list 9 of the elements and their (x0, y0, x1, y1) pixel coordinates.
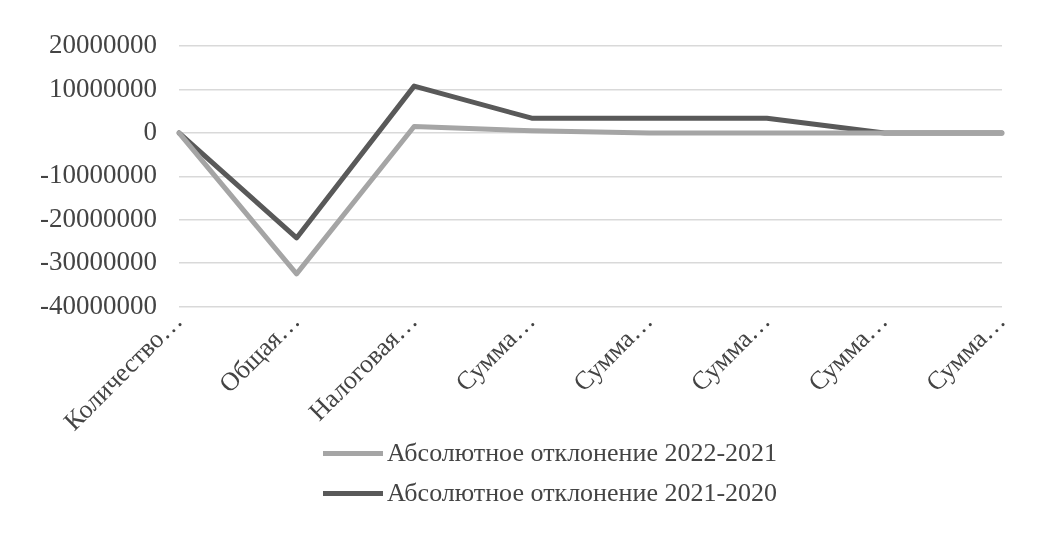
legend-label: Абсолютное отклонение 2022-2021 (386, 438, 778, 468)
y-tick-label: -20000000 (39, 202, 157, 233)
y-tick-label: 0 (143, 116, 157, 147)
y-tick-label: -10000000 (39, 159, 157, 190)
y-tick-label: -40000000 (39, 289, 157, 320)
y-tick-label: 10000000 (48, 72, 157, 103)
y-tick-label: 20000000 (48, 29, 157, 60)
legend-label: Абсолютное отклонение 2021-2020 (386, 478, 778, 508)
y-tick-label: -30000000 (39, 246, 157, 277)
